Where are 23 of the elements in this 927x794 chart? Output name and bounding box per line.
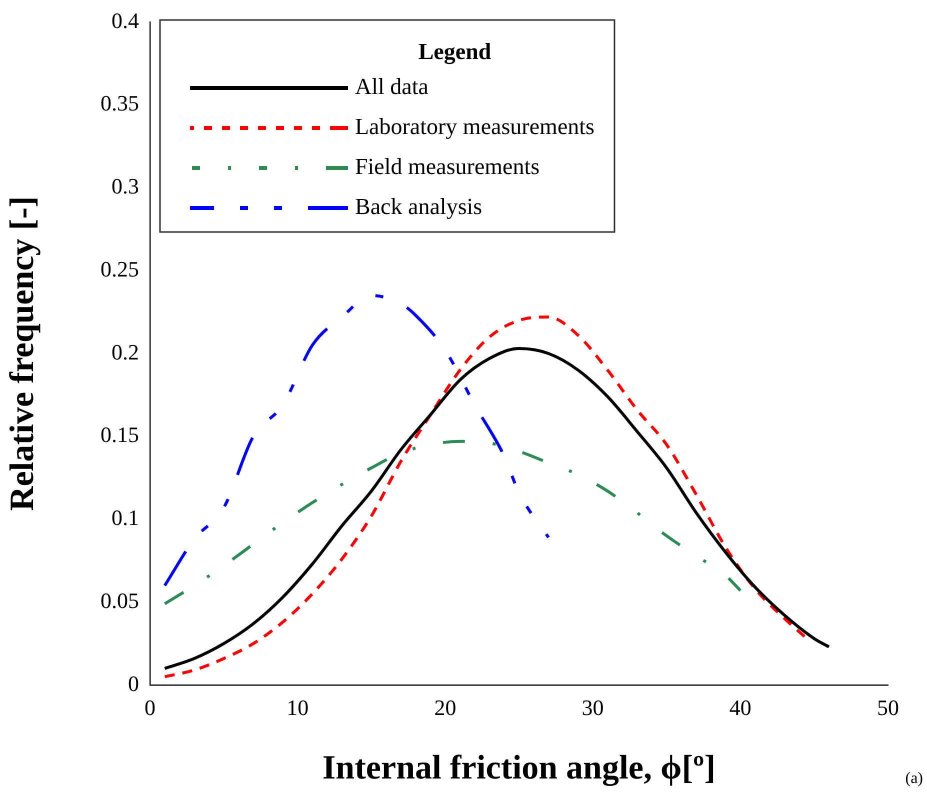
x-tick-label: 0 bbox=[144, 694, 156, 720]
y-tick-label: 0.25 bbox=[100, 256, 139, 282]
x-tick-label: 20 bbox=[434, 694, 456, 720]
x-tick-label: 40 bbox=[729, 694, 752, 720]
legend-label: Laboratory measurements bbox=[355, 114, 595, 140]
legend-title: Legend bbox=[418, 38, 492, 65]
y-tick-label: 0.35 bbox=[100, 90, 139, 116]
x-tick-label: 30 bbox=[582, 694, 604, 720]
legend-label: Field measurements bbox=[355, 154, 540, 180]
legend-label: All data bbox=[355, 74, 428, 100]
y-tick-label: 0.15 bbox=[100, 422, 139, 448]
y-tick-label: 0.3 bbox=[112, 174, 139, 199]
legend-label: Back analysis bbox=[355, 194, 482, 220]
x-axis-title: Internal friction angle, ϕ[º] bbox=[322, 749, 716, 786]
y-tick-label: 0.2 bbox=[112, 339, 139, 364]
y-tick-label: 0.1 bbox=[112, 505, 139, 530]
text: (a) bbox=[905, 770, 923, 788]
y-tick-label: 0 bbox=[128, 670, 139, 696]
y-tick-label: 0.4 bbox=[112, 8, 139, 33]
y-axis-title: Relative frequency [-] bbox=[4, 196, 42, 511]
x-tick-label: 50 bbox=[877, 694, 899, 720]
y-tick-label: 0.05 bbox=[100, 588, 139, 613]
x-tick-label: 10 bbox=[286, 694, 309, 720]
